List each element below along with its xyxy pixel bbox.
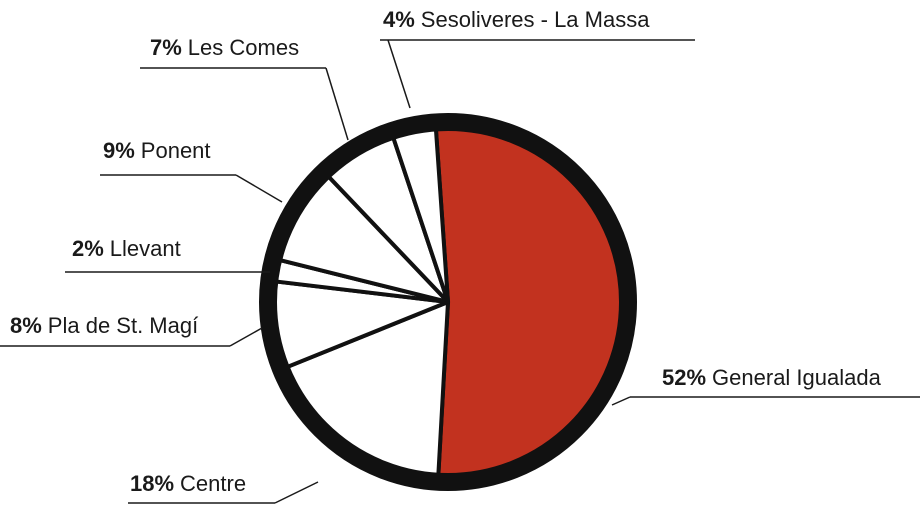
- slice-percent: 18%: [130, 471, 174, 496]
- leader-line: [229, 327, 263, 347]
- slice-label: 7% Les Comes: [150, 35, 299, 60]
- slice-name: Centre: [180, 471, 246, 496]
- slice-percent: 4%: [383, 7, 415, 32]
- slice-name: Les Comes: [188, 35, 299, 60]
- slice-name: Llevant: [110, 236, 181, 261]
- leader-line: [387, 39, 411, 109]
- leader-line: [611, 396, 631, 406]
- slice-label: 2% Llevant: [72, 236, 181, 261]
- leader-line: [235, 174, 283, 203]
- leader-line: [274, 481, 319, 504]
- slice-name: Sesoliveres - La Massa: [421, 7, 650, 32]
- slice-name: Ponent: [141, 138, 211, 163]
- slice-name: General Igualada: [712, 365, 882, 390]
- leader-line: [325, 67, 349, 141]
- slice-percent: 2%: [72, 236, 104, 261]
- slice-label: 9% Ponent: [103, 138, 211, 163]
- slice-label: 4% Sesoliveres - La Massa: [383, 7, 650, 32]
- slice-percent: 52%: [662, 365, 706, 390]
- slice-percent: 8%: [10, 313, 42, 338]
- slice-percent: 9%: [103, 138, 135, 163]
- pie-outline: [259, 113, 637, 491]
- pie-slice: [433, 120, 630, 484]
- slice-percent: 7%: [150, 35, 182, 60]
- slice-label: 8% Pla de St. Magí: [10, 313, 198, 338]
- slice-label: 52% General Igualada: [662, 365, 882, 390]
- slice-label: 18% Centre: [130, 471, 246, 496]
- slice-name: Pla de St. Magí: [48, 313, 198, 338]
